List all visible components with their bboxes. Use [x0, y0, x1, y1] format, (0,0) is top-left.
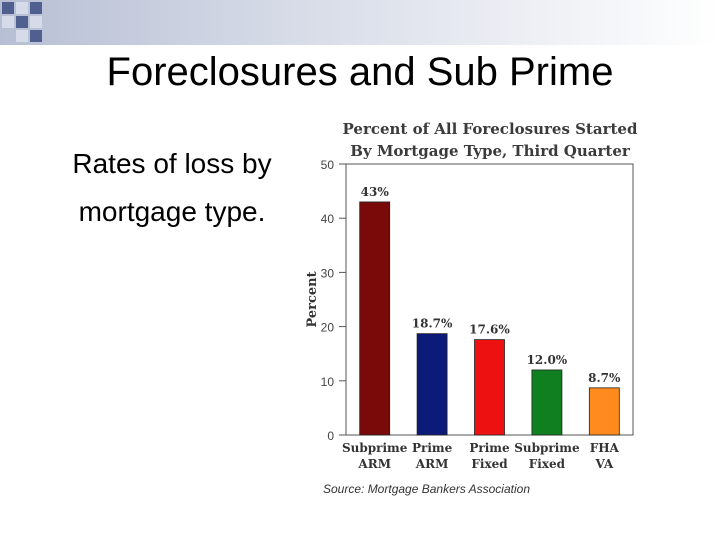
category-label-3-0: Subprime	[514, 441, 580, 455]
bar-0	[359, 201, 391, 436]
y-tick-label-20: 20	[321, 321, 335, 335]
body-line-2: mortgage type.	[78, 196, 266, 227]
bar-label-3: 12.0%	[527, 353, 568, 367]
chart-title-line-1: Percent of All Foreclosures Started	[342, 120, 638, 138]
category-label-3-1: Fixed	[529, 457, 566, 471]
y-tick-label-40: 40	[321, 212, 335, 226]
bar-label-0: 43%	[361, 185, 390, 199]
bar-1	[416, 333, 448, 436]
bar-chart: 0 10 20 30 40 50 Percent 43% Subprime ARM 18.7% Pri…	[305, 158, 634, 471]
category-label-1-1: ARM	[415, 457, 449, 471]
slide-body-text: Rates of loss by mortgage type.	[52, 140, 292, 236]
y-axis-label: Percent	[305, 271, 320, 327]
category-label-0-0: Subprime	[342, 441, 408, 455]
slide-title: Foreclosures and Sub Prime	[106, 50, 614, 94]
category-label-4-0: FHA	[590, 441, 620, 455]
bar-4	[588, 387, 620, 436]
category-label-2-0: Prime	[469, 441, 510, 455]
y-tick-label-0: 0	[327, 429, 334, 443]
body-line-1: Rates of loss by	[72, 148, 272, 179]
bar-label-4: 8.7%	[588, 371, 621, 385]
decorative-squares	[2, 2, 42, 42]
category-label-2-1: Fixed	[471, 457, 508, 471]
bar-label-1: 18.7%	[412, 317, 453, 331]
y-tick-label-30: 30	[321, 266, 335, 280]
category-label-4-1: VA	[594, 457, 613, 471]
bar-3	[531, 369, 563, 436]
y-tick-label-10: 10	[321, 375, 335, 389]
y-tick-label-50: 50	[321, 158, 335, 172]
category-label-1-0: Prime	[412, 441, 453, 455]
category-label-0-1: ARM	[357, 457, 391, 471]
bar-2	[474, 339, 505, 436]
title-banner	[0, 0, 720, 45]
bar-label-2: 17.6%	[469, 323, 510, 337]
chart-source: Source: Mortgage Bankers Association	[323, 482, 530, 496]
